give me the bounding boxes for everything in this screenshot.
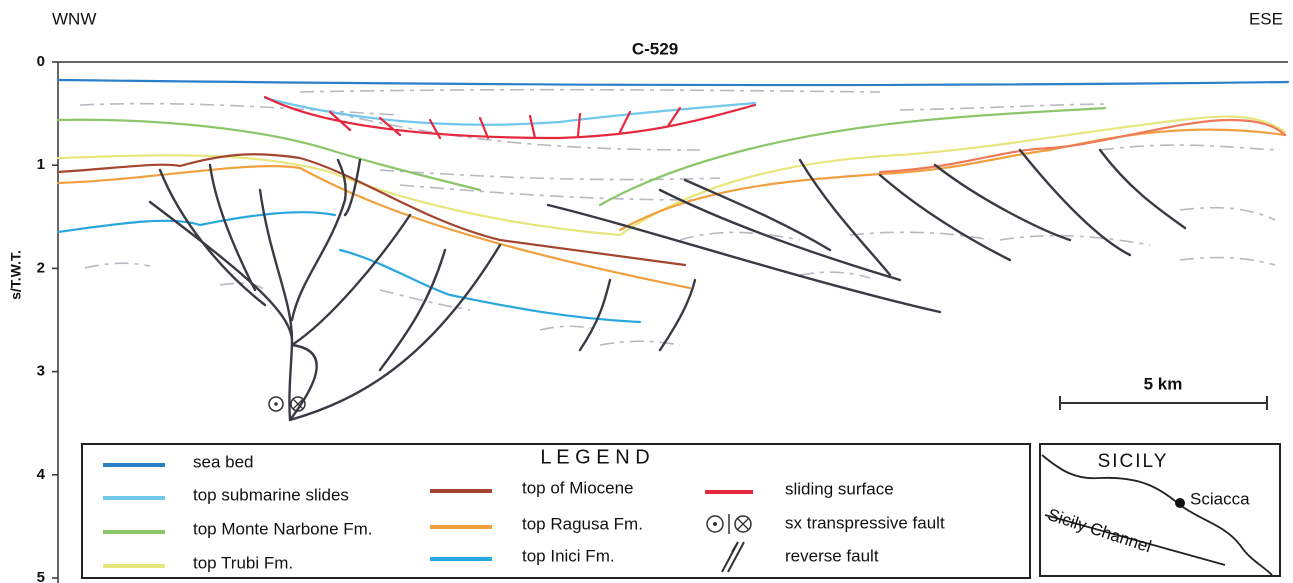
tick-label: 5: [37, 569, 45, 583]
faults: [150, 150, 1185, 420]
axis-label: s/T.W.T.: [8, 250, 24, 300]
map-title: SICILY: [1098, 451, 1169, 472]
town-label: Sciacca: [1190, 489, 1250, 508]
legend-label: top Inici Fm.: [522, 546, 615, 565]
legend-label: sliding surface: [785, 479, 894, 498]
ticks: 0 1 2 3 4 5: [37, 53, 58, 583]
section-title: C-529: [632, 39, 678, 58]
tick-label: 2: [37, 259, 45, 276]
legend-label: sx transpressive fault: [785, 513, 945, 532]
legend-label: top Ragusa Fm.: [522, 514, 643, 533]
legend-label: top Trubi Fm.: [193, 553, 293, 572]
legend-title: L E G E N D: [540, 446, 649, 468]
legend-label: top Monte Narbone Fm.: [193, 519, 373, 538]
scale-label: 5 km: [1144, 374, 1183, 393]
horizons: [58, 80, 1288, 345]
tick-label: 1: [37, 156, 45, 173]
tick-label: 0: [37, 53, 45, 70]
tick-label: 4: [37, 466, 46, 483]
legend-label: reverse fault: [785, 546, 879, 565]
legend-label: top of Miocene: [522, 478, 634, 497]
cross-section: WNW ESE C-529 s/T.W.T. 0 1 2 3 4 5 5 km L E G…: [0, 0, 1293, 583]
legend-label: sea bed: [193, 452, 254, 471]
direction-right: ESE: [1249, 9, 1283, 28]
tick-label: 3: [37, 363, 45, 380]
legend-label: top submarine slides: [193, 485, 349, 504]
direction-left: WNW: [52, 9, 96, 28]
town-dot: [1175, 498, 1185, 508]
